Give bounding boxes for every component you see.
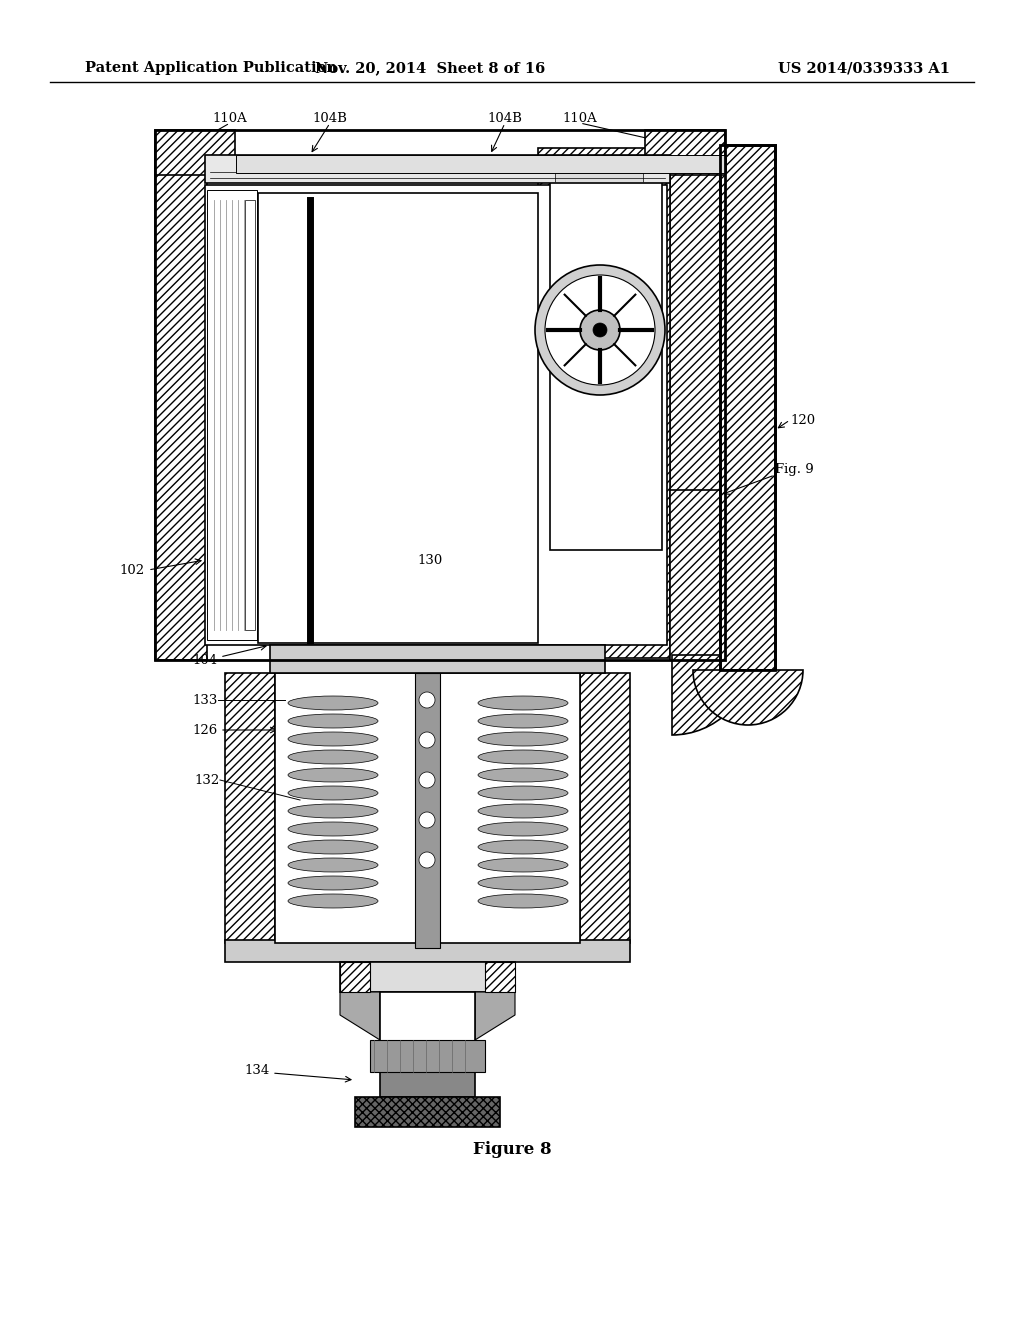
Bar xyxy=(245,201,255,630)
Text: 110A: 110A xyxy=(562,111,597,124)
Bar xyxy=(670,490,725,660)
Bar xyxy=(225,940,630,962)
Text: 132: 132 xyxy=(195,774,220,787)
Text: 120: 120 xyxy=(790,413,815,426)
Circle shape xyxy=(419,851,435,869)
Ellipse shape xyxy=(478,733,568,746)
Ellipse shape xyxy=(478,768,568,781)
Circle shape xyxy=(545,275,655,385)
Ellipse shape xyxy=(288,840,378,854)
Bar xyxy=(225,673,275,942)
Ellipse shape xyxy=(478,876,568,890)
Ellipse shape xyxy=(478,894,568,908)
Circle shape xyxy=(419,812,435,828)
Polygon shape xyxy=(475,993,515,1040)
Bar xyxy=(207,190,257,640)
Text: 102: 102 xyxy=(120,564,145,577)
Bar xyxy=(415,673,440,948)
Circle shape xyxy=(419,692,435,708)
Text: 126: 126 xyxy=(193,723,218,737)
Ellipse shape xyxy=(288,714,378,729)
Bar xyxy=(485,962,515,993)
Bar xyxy=(205,154,670,183)
Bar xyxy=(205,185,667,645)
Bar xyxy=(555,160,643,182)
Ellipse shape xyxy=(478,840,568,854)
Ellipse shape xyxy=(288,768,378,781)
Text: 110A: 110A xyxy=(213,111,248,124)
Bar xyxy=(670,145,725,660)
Ellipse shape xyxy=(478,696,568,710)
Ellipse shape xyxy=(478,714,568,729)
Text: Fig. 9: Fig. 9 xyxy=(775,463,814,477)
Bar xyxy=(720,145,775,671)
Text: 104: 104 xyxy=(193,653,218,667)
Ellipse shape xyxy=(288,733,378,746)
Bar xyxy=(270,645,605,673)
Wedge shape xyxy=(693,671,803,725)
Text: 134: 134 xyxy=(245,1064,270,1077)
Ellipse shape xyxy=(288,876,378,890)
Bar xyxy=(550,160,662,550)
Ellipse shape xyxy=(288,822,378,836)
Bar xyxy=(155,129,725,660)
Text: 130: 130 xyxy=(418,553,442,566)
Ellipse shape xyxy=(478,750,568,764)
Bar xyxy=(258,193,538,643)
Text: Figure 8: Figure 8 xyxy=(473,1142,551,1159)
Text: 104B: 104B xyxy=(312,111,347,124)
Bar xyxy=(538,148,670,657)
Ellipse shape xyxy=(288,858,378,873)
Ellipse shape xyxy=(478,785,568,800)
Ellipse shape xyxy=(478,858,568,873)
Ellipse shape xyxy=(478,804,568,818)
Bar xyxy=(355,1097,500,1127)
Bar xyxy=(340,962,370,993)
Text: US 2014/0339333 A1: US 2014/0339333 A1 xyxy=(778,61,950,75)
Bar xyxy=(370,1040,485,1072)
Bar xyxy=(720,145,775,671)
Wedge shape xyxy=(672,655,752,735)
Ellipse shape xyxy=(288,894,378,908)
Circle shape xyxy=(419,772,435,788)
Ellipse shape xyxy=(288,696,378,710)
Polygon shape xyxy=(340,993,380,1040)
Ellipse shape xyxy=(288,750,378,764)
Circle shape xyxy=(535,265,665,395)
Circle shape xyxy=(419,733,435,748)
Ellipse shape xyxy=(478,822,568,836)
Bar xyxy=(645,129,725,176)
Bar xyxy=(236,154,726,173)
Bar xyxy=(580,673,630,942)
Text: 104B: 104B xyxy=(487,111,522,124)
Bar xyxy=(155,129,234,176)
Ellipse shape xyxy=(288,785,378,800)
Text: 133: 133 xyxy=(193,693,218,706)
Circle shape xyxy=(593,323,607,337)
Bar xyxy=(340,962,515,993)
Text: Nov. 20, 2014  Sheet 8 of 16: Nov. 20, 2014 Sheet 8 of 16 xyxy=(314,61,545,75)
Circle shape xyxy=(580,310,620,350)
Ellipse shape xyxy=(288,804,378,818)
Bar xyxy=(155,145,207,660)
Bar xyxy=(275,673,580,942)
Bar xyxy=(380,993,475,1072)
Bar xyxy=(380,1072,475,1097)
Text: Patent Application Publication: Patent Application Publication xyxy=(85,61,337,75)
